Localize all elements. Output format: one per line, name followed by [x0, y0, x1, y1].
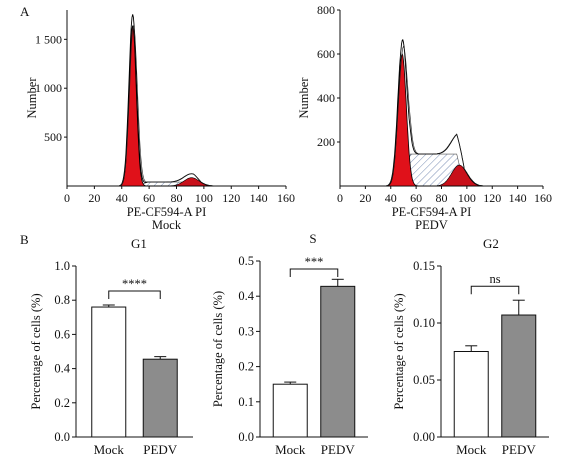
y-axis-label: Number [25, 77, 39, 119]
y-tick-label: 0.10 [413, 316, 435, 330]
condition-label: PEDV [415, 218, 448, 232]
y-axis-label: Percentage of cells (%) [392, 293, 406, 409]
x-tick-label: 100 [458, 191, 476, 205]
significance-label: ns [489, 272, 500, 286]
bar-chart-s: S 0.0 0.1 0.2 0.3 0.4 0.5 Percentage of cells (… [211, 231, 368, 457]
bar-mock [272, 383, 308, 438]
x-tick-label: 60 [410, 191, 422, 205]
bar-pedv [320, 285, 356, 438]
x-tick-label: 0 [337, 191, 343, 205]
x-tick-label: 160 [534, 191, 552, 205]
x-axis-label: PE-CF594-A PI [392, 205, 472, 219]
y-tick-label: 400 [317, 91, 335, 105]
data-envelope [87, 25, 239, 187]
g1-peak [87, 25, 239, 187]
y-axis-label: Percentage of cells (%) [29, 293, 43, 409]
bar-chart-g2: G2 0.00 0.05 0.10 0.15 Percentage of cells (%… [392, 236, 549, 457]
y-tick-label: 800 [317, 3, 335, 17]
y-tick-label: 0.1 [238, 395, 254, 409]
y-tick-label: 1.0 [54, 259, 70, 273]
panel-label-a: A [20, 4, 30, 19]
data-envelope [359, 45, 499, 187]
bar-mock [91, 306, 127, 438]
significance-bracket [470, 285, 520, 295]
x-tick-label: 140 [509, 191, 527, 205]
bar-mock [453, 351, 489, 438]
chart-title: S [309, 231, 316, 246]
x-tick-label: 20 [359, 191, 371, 205]
y-tick-label: 600 [317, 47, 335, 61]
x-tick-label: 20 [88, 191, 100, 205]
panel-label-b: B [20, 232, 29, 247]
y-tick-label: 0.0 [238, 430, 254, 444]
y-tick-label: 0.2 [54, 396, 70, 410]
significance-label: *** [305, 255, 324, 269]
y-tick-label: 0.2 [238, 360, 254, 374]
y-tick-label: 0.0 [54, 430, 70, 444]
significance-bracket [108, 290, 161, 299]
y-axis-label: Percentage of cells (%) [211, 291, 225, 407]
y-tick-label: 0.00 [413, 430, 435, 444]
histogram-pedv: 0 20 40 60 80 100 120 140 160 200 400 600 800 PE-CF59… [297, 3, 552, 232]
bar-pedv [501, 314, 537, 438]
y-tick-label: 1 500 [35, 32, 62, 46]
s-phase-area [359, 153, 499, 187]
significance-label: **** [122, 277, 147, 291]
chart-title: G1 [131, 236, 147, 251]
x-tick-label: 0 [64, 191, 70, 205]
y-tick-label: 0.05 [413, 373, 435, 387]
category-label: PEDV [502, 442, 537, 457]
y-tick-label: 200 [317, 135, 335, 149]
y-tick-label: 1 000 [35, 81, 62, 95]
x-tick-label: 120 [483, 191, 501, 205]
bar-chart-g1: G1 0.0 0.2 0.4 0.6 0.8 1.0 Percentage of cells … [29, 236, 193, 457]
x-tick-label: 40 [116, 191, 128, 205]
category-label: Mock [275, 442, 306, 457]
category-label: Mock [94, 442, 125, 457]
fit-envelope [87, 14, 239, 187]
chart-title: G2 [483, 236, 499, 251]
x-tick-label: 160 [277, 191, 295, 205]
y-tick-label: 0.4 [54, 362, 70, 376]
y-tick-label: 0.4 [238, 289, 254, 303]
x-tick-label: 80 [436, 191, 448, 205]
y-tick-label: 0.8 [54, 293, 70, 307]
y-tick-label: 0.5 [238, 254, 254, 268]
y-tick-label: 0.3 [238, 324, 254, 338]
y-tick-label: 0.15 [413, 259, 435, 273]
s-phase-area [87, 181, 239, 187]
category-label: PEDV [143, 442, 178, 457]
x-tick-label: 120 [222, 191, 240, 205]
y-tick-label: 500 [44, 130, 62, 144]
y-tick-label: 0.6 [54, 327, 70, 341]
x-tick-label: 80 [171, 191, 183, 205]
category-label: PEDV [321, 442, 356, 457]
significance-bracket [289, 268, 339, 277]
histogram-mock: 0 20 40 60 80 100 120 140 160 500 1 000 1 500 PE-CF5… [25, 10, 295, 232]
x-tick-label: 100 [195, 191, 213, 205]
category-label: Mock [456, 442, 487, 457]
y-axis-label: Number [297, 77, 311, 119]
x-tick-label: 140 [250, 191, 268, 205]
x-tick-label: 60 [143, 191, 155, 205]
x-axis-label: PE-CF594-A PI [127, 205, 207, 219]
bar-pedv [142, 358, 178, 438]
condition-label: Mock [152, 218, 182, 232]
x-tick-label: 40 [385, 191, 397, 205]
